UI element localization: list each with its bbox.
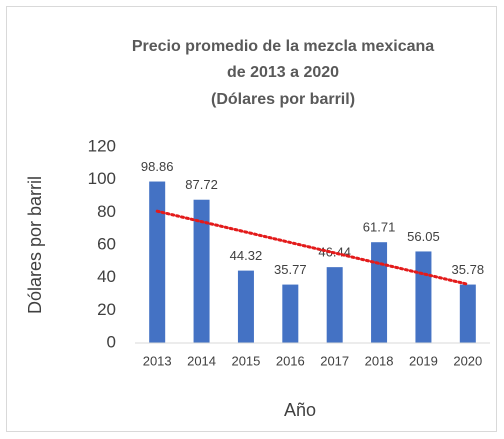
y-tick-label: 60 [97, 234, 116, 253]
chart-border [6, 6, 497, 432]
data-label: 61.71 [363, 220, 396, 235]
bar [371, 242, 388, 343]
bar [237, 270, 254, 343]
x-axis-title: Año [284, 400, 316, 420]
data-label: 98.86 [141, 159, 174, 174]
x-tick-label: 2019 [409, 353, 438, 368]
chart-title: (Dólares por barril) [211, 91, 355, 108]
trendline [155, 209, 470, 286]
y-tick-label: 120 [88, 136, 116, 155]
y-tick-label: 100 [88, 169, 116, 188]
x-tick-label: 2013 [143, 353, 172, 368]
bar [149, 181, 166, 343]
bar [282, 284, 299, 343]
y-tick-label: 20 [97, 300, 116, 319]
y-axis-title: Dólares por barril [25, 176, 45, 314]
bar [459, 284, 476, 343]
x-tick-label: 2020 [453, 353, 482, 368]
data-label: 56.05 [407, 229, 440, 244]
y-tick-label: 0 [107, 332, 116, 351]
x-tick-label: 2018 [365, 353, 394, 368]
data-label: 44.32 [230, 248, 263, 263]
x-tick-label: 2014 [187, 353, 216, 368]
data-label: 87.72 [185, 177, 218, 192]
chart-title: Precio promedio de la mezcla mexicana [132, 38, 434, 55]
y-tick-label: 40 [97, 267, 116, 286]
data-label: 35.78 [452, 262, 485, 277]
bar [415, 251, 432, 343]
data-label: 35.77 [274, 262, 307, 277]
x-tick-label: 2016 [276, 353, 305, 368]
x-tick-label: 2015 [231, 353, 260, 368]
chart-title: de 2013 a 2020 [227, 64, 339, 81]
x-tick-label: 2017 [320, 353, 349, 368]
bar [326, 267, 343, 343]
bar [193, 199, 210, 343]
y-tick-label: 80 [97, 202, 116, 221]
